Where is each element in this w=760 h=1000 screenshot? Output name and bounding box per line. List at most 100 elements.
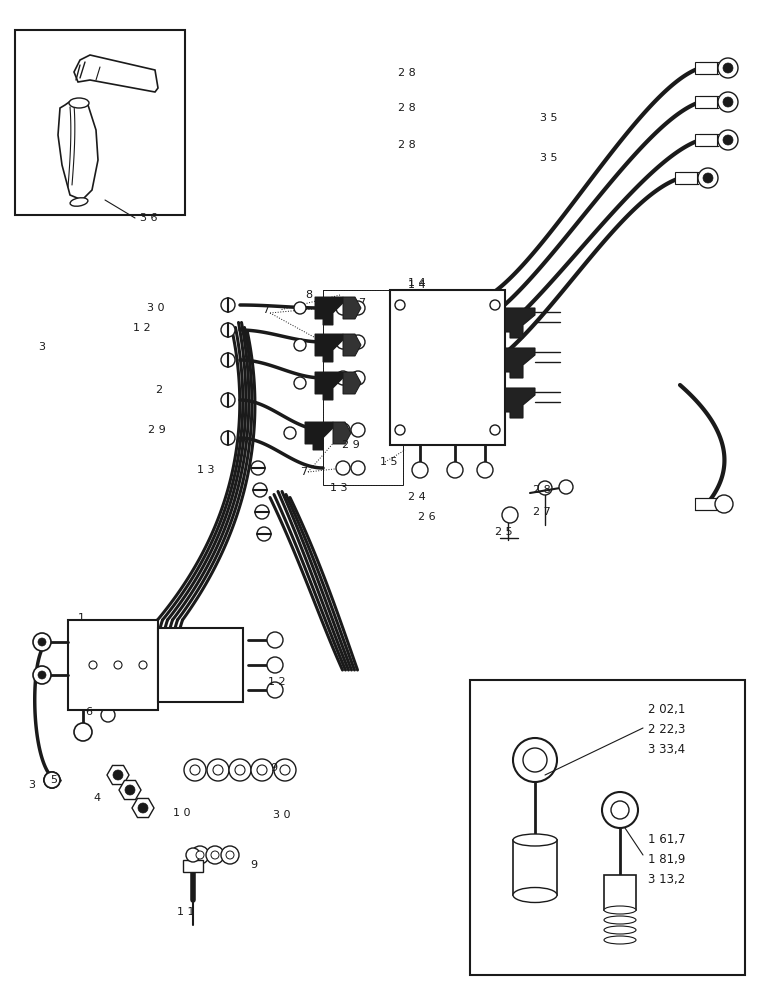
- Circle shape: [267, 657, 283, 673]
- Text: 2 4: 2 4: [408, 492, 426, 502]
- Polygon shape: [343, 297, 361, 319]
- Polygon shape: [333, 422, 351, 444]
- Circle shape: [190, 765, 200, 775]
- Circle shape: [267, 682, 283, 698]
- Circle shape: [138, 803, 148, 813]
- Bar: [68, 620, 158, 710]
- Ellipse shape: [70, 198, 88, 206]
- Text: 1 2: 1 2: [268, 677, 286, 687]
- Text: 3 6: 3 6: [140, 213, 157, 223]
- Text: 1 1: 1 1: [177, 907, 195, 917]
- Polygon shape: [74, 55, 158, 92]
- Circle shape: [336, 335, 350, 349]
- Text: 3 13,2: 3 13,2: [648, 874, 686, 886]
- Text: 3: 3: [38, 342, 45, 352]
- Circle shape: [221, 431, 235, 445]
- Text: 2 5: 2 5: [495, 527, 513, 537]
- Text: 3 5: 3 5: [540, 153, 558, 163]
- Bar: [470, 680, 745, 975]
- Bar: [323, 290, 403, 485]
- Text: 2 22,3: 2 22,3: [648, 724, 686, 736]
- Polygon shape: [58, 100, 98, 200]
- Circle shape: [611, 801, 629, 819]
- Circle shape: [336, 301, 350, 315]
- Ellipse shape: [604, 906, 636, 914]
- Bar: [390, 290, 505, 445]
- Circle shape: [723, 135, 733, 145]
- Circle shape: [38, 671, 46, 679]
- Circle shape: [703, 173, 713, 183]
- Circle shape: [89, 661, 97, 669]
- Circle shape: [284, 427, 296, 439]
- Text: 1 4: 1 4: [408, 280, 426, 290]
- Circle shape: [213, 765, 223, 775]
- Circle shape: [257, 765, 267, 775]
- Ellipse shape: [513, 888, 557, 902]
- Circle shape: [253, 483, 267, 497]
- Circle shape: [206, 846, 224, 864]
- Circle shape: [513, 738, 557, 782]
- Polygon shape: [343, 372, 361, 394]
- Circle shape: [718, 92, 738, 112]
- Circle shape: [698, 168, 718, 188]
- Circle shape: [226, 851, 234, 859]
- Polygon shape: [107, 765, 129, 785]
- Bar: [158, 628, 243, 702]
- Text: 3 0: 3 0: [273, 810, 290, 820]
- Circle shape: [502, 507, 518, 523]
- Circle shape: [351, 461, 365, 475]
- Text: 2 6: 2 6: [418, 512, 435, 522]
- Text: 1 61,7: 1 61,7: [648, 834, 686, 846]
- Circle shape: [723, 97, 733, 107]
- Circle shape: [477, 462, 493, 478]
- Circle shape: [538, 481, 552, 495]
- Bar: [695, 134, 717, 146]
- Circle shape: [221, 323, 235, 337]
- Circle shape: [33, 666, 51, 684]
- Circle shape: [251, 759, 273, 781]
- Bar: [695, 62, 717, 74]
- Text: 7: 7: [262, 305, 269, 315]
- Text: 2 7: 2 7: [533, 507, 551, 517]
- Circle shape: [186, 848, 200, 862]
- Polygon shape: [505, 308, 535, 338]
- Circle shape: [33, 633, 51, 651]
- Text: 2: 2: [155, 385, 162, 395]
- Circle shape: [191, 846, 209, 864]
- Circle shape: [490, 300, 500, 310]
- Polygon shape: [315, 372, 343, 400]
- Circle shape: [113, 770, 123, 780]
- Text: 1 81,9: 1 81,9: [648, 854, 686, 866]
- Circle shape: [336, 423, 350, 437]
- Circle shape: [74, 723, 92, 741]
- Bar: [675, 172, 697, 184]
- Text: 3: 3: [28, 780, 35, 790]
- Circle shape: [267, 632, 283, 648]
- Text: 3 0: 3 0: [147, 303, 164, 313]
- Polygon shape: [315, 334, 343, 362]
- Bar: [695, 498, 717, 510]
- Circle shape: [139, 661, 147, 669]
- Circle shape: [221, 298, 235, 312]
- Circle shape: [274, 759, 296, 781]
- Circle shape: [336, 371, 350, 385]
- Polygon shape: [505, 348, 535, 378]
- Ellipse shape: [604, 926, 636, 934]
- Circle shape: [211, 851, 219, 859]
- Circle shape: [718, 130, 738, 150]
- Circle shape: [294, 339, 306, 351]
- Circle shape: [490, 425, 500, 435]
- Circle shape: [280, 765, 290, 775]
- Circle shape: [229, 759, 251, 781]
- Text: 7: 7: [358, 298, 365, 308]
- Circle shape: [351, 301, 365, 315]
- Circle shape: [101, 708, 115, 722]
- Polygon shape: [132, 798, 154, 818]
- Text: 8: 8: [305, 290, 312, 300]
- Text: 2 8: 2 8: [398, 140, 416, 150]
- Text: 2 8: 2 8: [398, 103, 416, 113]
- Text: 9: 9: [250, 860, 257, 870]
- Text: 2 02,1: 2 02,1: [648, 704, 686, 716]
- Text: 1 5: 1 5: [380, 457, 397, 467]
- Text: 2 9: 2 9: [342, 440, 359, 450]
